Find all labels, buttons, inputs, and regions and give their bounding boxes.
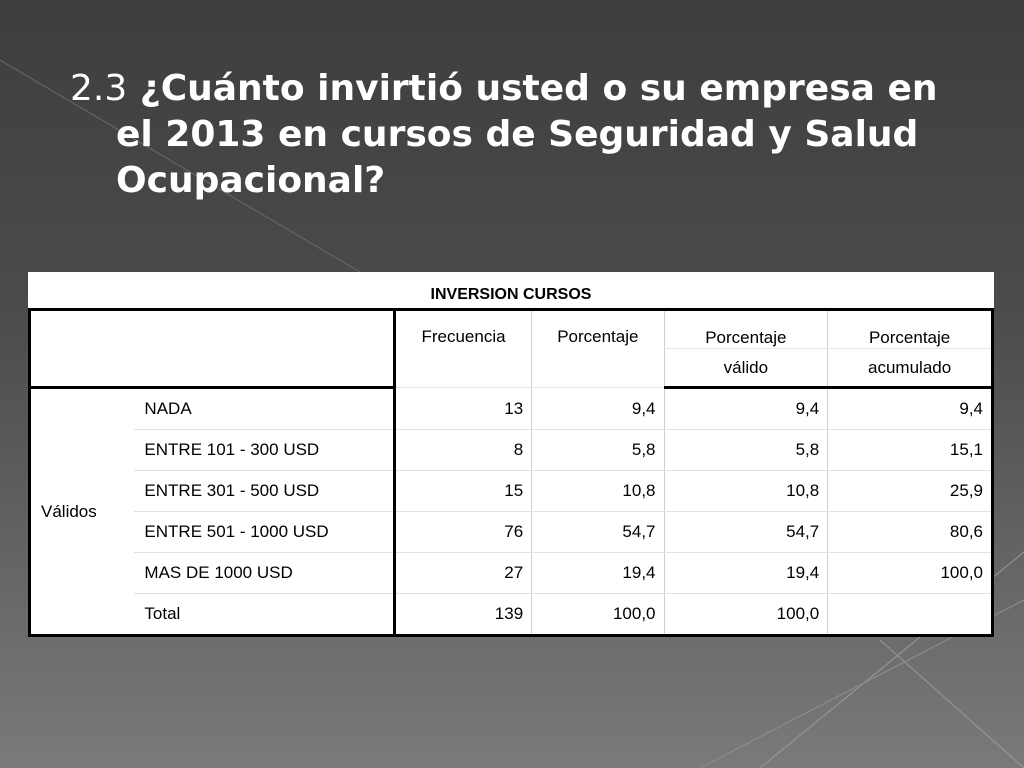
frequency-table-container: INVERSION CURSOS Frecuencia Porcentaje P…	[28, 272, 994, 637]
table-caption: INVERSION CURSOS	[28, 272, 994, 308]
header-porcentaje: Porcentaje	[531, 309, 664, 388]
cell-acumulado: 9,4	[827, 387, 993, 430]
cell-porcentaje: 100,0	[531, 593, 664, 636]
frequency-table: Frecuencia Porcentaje Porcentaje Porcent…	[28, 308, 994, 637]
cell-acumulado: 25,9	[827, 470, 993, 512]
cell-valido: 100,0	[663, 593, 828, 636]
cell-acumulado: 80,6	[827, 511, 993, 553]
table-row: Válidos NADA 13 9,4 9,4 9,4	[29, 387, 993, 636]
table-row: ENTRE 101 - 300 USD 8 5,8 5,8 15,1	[30, 429, 993, 471]
cell-frecuencia: 76	[392, 511, 532, 553]
cell-porcentaje: 10,8	[531, 470, 664, 512]
row-label: ENTRE 501 - 1000 USD	[134, 511, 395, 553]
group-label: Válidos	[29, 387, 135, 636]
row-label: ENTRE 101 - 300 USD	[134, 429, 395, 471]
row-label: ENTRE 301 - 500 USD	[134, 470, 395, 512]
header-row-2: válido acumulado	[30, 348, 993, 389]
cell-valido: 19,4	[663, 552, 828, 594]
cell-valido: 10,8	[663, 470, 828, 512]
cell-acumulado: 100,0	[827, 552, 993, 594]
table-row: ENTRE 301 - 500 USD 15 10,8 10,8 25,9	[30, 470, 993, 512]
header-blank	[29, 309, 395, 389]
header-porcentaje-valido-1: Porcentaje	[663, 309, 828, 349]
cell-porcentaje: 9,4	[531, 387, 664, 430]
row-label: MAS DE 1000 USD	[134, 552, 395, 594]
header-porcentaje-valido-2: válido	[663, 348, 828, 389]
cell-porcentaje: 19,4	[531, 552, 664, 594]
cell-valido: 9,4	[663, 387, 828, 430]
header-row-1: Frecuencia Porcentaje Porcentaje Porcent…	[29, 309, 993, 389]
header-porcentaje-acumulado-2: acumulado	[827, 348, 993, 389]
title-line-1: ¿Cuánto invirtió usted o su empresa en	[139, 68, 938, 109]
header-frecuencia: Frecuencia	[392, 309, 532, 388]
table-row-total: Total 139 100,0 100,0	[30, 593, 993, 636]
cell-frecuencia: 8	[392, 429, 532, 471]
header-porcentaje-acumulado-1: Porcentaje	[827, 309, 993, 349]
table-row: MAS DE 1000 USD 27 19,4 19,4 100,0	[30, 552, 993, 594]
title-number: 2.3	[70, 68, 128, 109]
cell-valido: 54,7	[663, 511, 828, 553]
table-row: ENTRE 501 - 1000 USD 76 54,7 54,7 80,6	[30, 511, 993, 553]
cell-acumulado	[827, 593, 993, 636]
cell-valido: 5,8	[663, 429, 828, 471]
cell-frecuencia: 27	[392, 552, 532, 594]
cell-frecuencia: 13	[392, 387, 532, 430]
cell-frecuencia: 139	[392, 593, 532, 636]
cell-frecuencia: 15	[392, 470, 532, 512]
row-label: NADA	[134, 387, 395, 430]
cell-porcentaje: 5,8	[531, 429, 664, 471]
title-line-2: el 2013 en cursos de Seguridad y Salud	[116, 114, 919, 155]
row-label: Total	[144, 604, 181, 623]
title-line-3: Ocupacional?	[116, 160, 386, 201]
slide-title: 2.3 ¿Cuánto invirtió usted o su empresa …	[70, 66, 970, 204]
cell-acumulado: 15,1	[827, 429, 993, 471]
cell-porcentaje: 54,7	[531, 511, 664, 553]
